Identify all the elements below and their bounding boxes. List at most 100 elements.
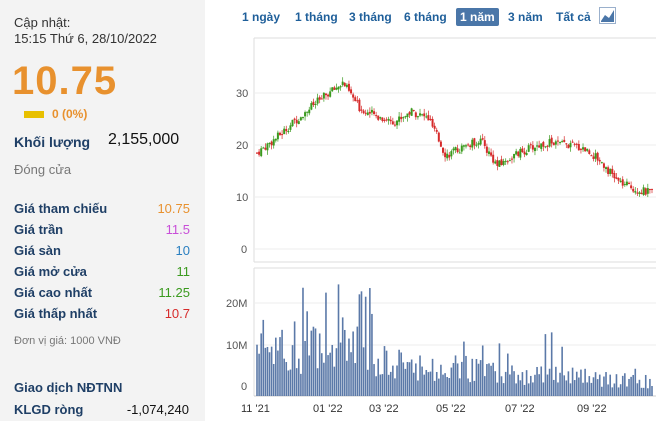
candle-body <box>347 83 350 91</box>
stat-value: 10 <box>175 243 190 258</box>
candle-body <box>270 141 273 146</box>
candle-body <box>636 192 639 194</box>
candle-body <box>285 128 288 132</box>
candle-body <box>621 179 624 186</box>
volume-bar <box>369 288 371 396</box>
area-chart-toggle-icon[interactable] <box>599 7 616 24</box>
volume-bar <box>456 363 459 396</box>
volume-bar <box>427 372 430 396</box>
stat-value: 11 <box>176 264 191 279</box>
volume-bar <box>400 352 403 396</box>
volume-bar <box>310 330 313 396</box>
candle-body <box>368 111 371 114</box>
candle-body <box>460 145 463 152</box>
candle-body <box>312 101 315 105</box>
candle-body <box>485 146 488 153</box>
candle-body <box>350 89 353 94</box>
range-3-years[interactable]: 3 năm <box>508 10 543 24</box>
volume-bar <box>364 296 367 396</box>
volume-bar <box>640 387 643 396</box>
candle-body <box>490 152 493 156</box>
volume-bar <box>529 375 532 396</box>
candle-body <box>609 168 612 175</box>
candle-body <box>364 112 367 114</box>
volume-bar <box>601 386 603 396</box>
volume-bar <box>295 368 298 396</box>
volume-bar <box>527 383 530 396</box>
candle-body <box>519 148 522 158</box>
stat-value: 10.7 <box>164 306 190 321</box>
candle-body <box>638 192 641 194</box>
volume-bar <box>573 380 576 396</box>
volume-bar <box>442 374 444 396</box>
candle-body <box>477 143 480 145</box>
volume-bar <box>394 378 396 396</box>
volume-bar <box>544 334 547 396</box>
volume-bar <box>490 365 492 396</box>
candle-body <box>264 147 267 150</box>
range-3-months[interactable]: 3 tháng <box>349 10 392 24</box>
current-price: 10.75 <box>12 59 118 103</box>
volume-bar <box>624 373 626 396</box>
volume-bar <box>264 347 267 396</box>
volume-bar <box>463 341 465 396</box>
close-label: Đóng cửa <box>14 162 72 177</box>
price-volume-chart: 30 20 10 0 20M 10M 0 11 '21 01 '22 03 '2… <box>226 37 656 415</box>
candle-body <box>467 144 470 146</box>
volume-label: Khối lượng <box>14 134 91 150</box>
volume-bar <box>406 361 409 396</box>
volume-bar <box>352 331 354 396</box>
volume-bar <box>471 358 474 396</box>
candle-body <box>406 113 409 118</box>
volume-bar <box>408 362 411 396</box>
candle-body <box>366 112 369 116</box>
volume-bar <box>281 329 283 396</box>
candle-body <box>444 152 447 158</box>
range-1-year[interactable]: 1 năm <box>456 8 499 26</box>
volume-bar <box>523 384 526 396</box>
candle-body <box>569 143 572 148</box>
volume-bar <box>479 360 482 396</box>
candle-body <box>402 117 405 119</box>
range-1-day[interactable]: 1 ngày <box>242 10 281 24</box>
volume-bar <box>578 377 580 396</box>
candle-body <box>546 145 549 147</box>
volume-bar <box>632 374 634 396</box>
candle-body <box>427 115 430 121</box>
volume-bar <box>417 380 419 396</box>
range-1-month[interactable]: 1 tháng <box>295 10 338 24</box>
volume-bar <box>534 374 536 396</box>
range-6-months[interactable]: 6 tháng <box>404 10 447 24</box>
range-all[interactable]: Tất cả <box>556 10 591 24</box>
volume-bar <box>590 382 593 396</box>
volume-bar <box>592 377 595 396</box>
candle-body <box>577 143 580 151</box>
candle-body <box>521 148 524 153</box>
candle-body <box>278 132 281 135</box>
volume-bar <box>337 284 340 396</box>
candle-body <box>320 98 323 100</box>
volume-bar <box>371 313 373 396</box>
candle-body <box>498 160 501 167</box>
candle-body <box>456 148 459 153</box>
candle-body <box>634 191 637 193</box>
volume-bar <box>502 383 505 396</box>
candle-body <box>276 132 279 140</box>
candle-body <box>343 82 346 87</box>
candle-body <box>504 160 507 162</box>
candle-body <box>291 119 294 127</box>
candle-body <box>329 91 332 97</box>
y-tick-label: 30 <box>236 88 248 100</box>
stat-label: Giá mở cửa <box>14 264 87 279</box>
volume-bar <box>569 383 572 396</box>
candle-body <box>544 146 547 148</box>
candle-body <box>615 177 618 179</box>
volume-bar <box>279 337 281 396</box>
candle-body <box>316 97 319 104</box>
volume-bar <box>517 374 520 396</box>
volume-bar <box>435 371 438 396</box>
candle-body <box>648 189 651 191</box>
volume-bar <box>594 372 597 396</box>
x-tick-label: 05 '22 <box>436 403 466 415</box>
candle-body <box>387 118 390 121</box>
